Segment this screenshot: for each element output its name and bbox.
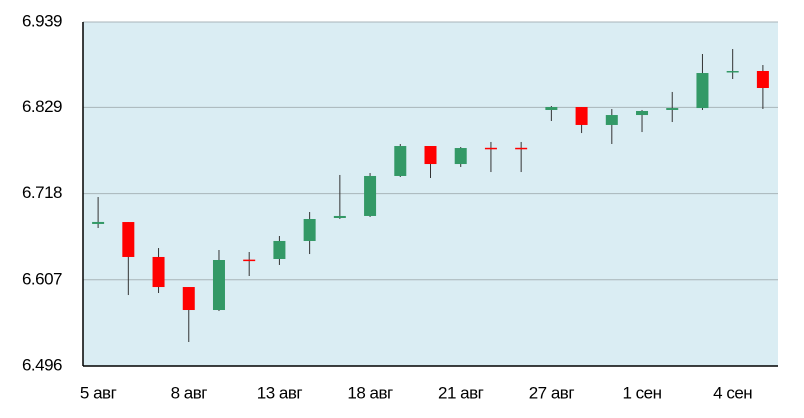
x-tick-label: 1 сен — [623, 383, 662, 402]
candle-body — [726, 70, 739, 73]
x-tick-label: 8 авг — [171, 383, 208, 402]
candle-body — [92, 221, 105, 224]
candle-body — [273, 240, 286, 259]
candle-body — [515, 147, 528, 150]
candle-body — [333, 215, 346, 218]
candle-body — [394, 146, 407, 176]
candle-body — [756, 70, 769, 89]
candle-body — [303, 219, 316, 241]
x-tick-label: 4 сен — [713, 383, 752, 402]
candle-body — [152, 256, 165, 288]
candle-body — [454, 148, 467, 165]
x-tick-label: 18 авг — [347, 383, 393, 402]
candle-body — [484, 147, 497, 150]
candle-body — [666, 108, 679, 110]
candle-body — [243, 259, 256, 262]
x-tick-label: 21 авг — [438, 383, 484, 402]
candle-body — [182, 287, 195, 311]
y-tick-label: 6.829 — [22, 97, 62, 116]
y-tick-label: 6.718 — [22, 183, 62, 202]
x-tick-label: 13 авг — [257, 383, 303, 402]
candle-body — [545, 107, 558, 110]
x-tick-label: 5 авг — [80, 383, 117, 402]
candle-body — [364, 175, 377, 216]
candle-body — [636, 110, 649, 116]
y-tick-label: 6.939 — [22, 11, 62, 30]
candle-body — [424, 146, 437, 165]
candle-body — [575, 107, 588, 125]
y-tick-label: 6.607 — [22, 269, 62, 288]
candle-body — [696, 73, 709, 109]
candle-body — [122, 222, 135, 257]
x-tick-label: 27 авг — [529, 383, 575, 402]
y-tick-label: 6.496 — [22, 355, 62, 374]
candle-body — [605, 115, 618, 125]
candle-body — [212, 260, 225, 311]
